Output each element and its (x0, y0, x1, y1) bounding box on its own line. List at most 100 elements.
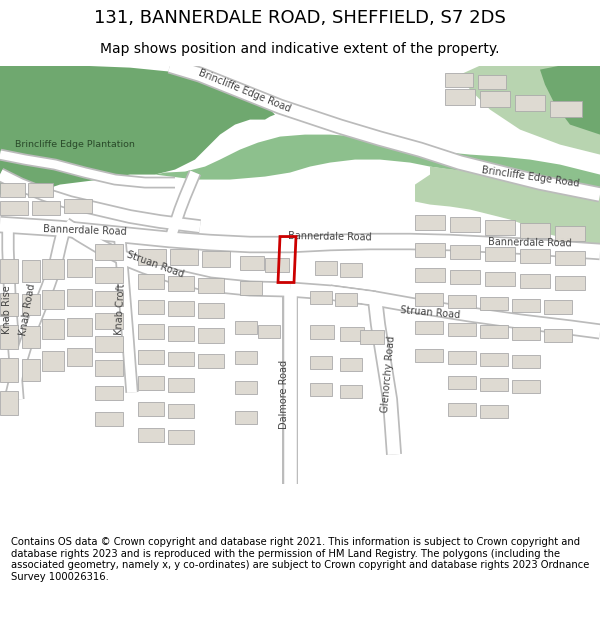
Bar (485, 219, 515, 234)
Bar (480, 296, 508, 311)
Bar (520, 249, 550, 262)
Bar (168, 352, 194, 366)
Polygon shape (415, 167, 600, 244)
Bar (544, 329, 572, 342)
Bar (0, 391, 18, 416)
Text: Knab Croft: Knab Croft (113, 284, 127, 336)
Bar (478, 74, 506, 89)
Text: Brincliffe Edge Road: Brincliffe Edge Road (197, 68, 293, 114)
Bar (198, 329, 224, 344)
Bar (335, 292, 357, 306)
Bar (448, 404, 476, 416)
Bar (138, 376, 164, 391)
Text: 131, BANNERDALE ROAD, SHEFFIELD, S7 2DS: 131, BANNERDALE ROAD, SHEFFIELD, S7 2DS (94, 9, 506, 28)
Text: Bannerdale Road: Bannerdale Road (43, 224, 127, 237)
Bar (22, 326, 40, 349)
Bar (138, 428, 164, 442)
Text: Struan Road: Struan Road (400, 305, 460, 320)
Bar (512, 381, 540, 394)
Text: Brincliffe Edge Road: Brincliffe Edge Road (481, 165, 580, 188)
Bar (0, 259, 18, 282)
Bar (42, 259, 64, 279)
Bar (240, 281, 262, 294)
Bar (95, 361, 123, 376)
Bar (138, 274, 164, 289)
Bar (480, 406, 508, 418)
Bar (512, 299, 540, 312)
Bar (64, 199, 92, 212)
Bar (360, 331, 384, 344)
Bar (555, 251, 585, 264)
Bar (198, 304, 224, 319)
Bar (315, 261, 337, 274)
Bar (340, 328, 364, 341)
Text: Glenorchy Road: Glenorchy Road (380, 336, 397, 413)
Bar (448, 376, 476, 389)
Bar (67, 259, 92, 276)
Text: Knab Road: Knab Road (19, 282, 37, 336)
Bar (340, 359, 362, 371)
Bar (480, 354, 508, 366)
Bar (445, 89, 475, 104)
Bar (168, 301, 194, 316)
Bar (235, 351, 257, 364)
Text: Knab Rise: Knab Rise (2, 285, 12, 334)
Bar (67, 289, 92, 306)
Bar (28, 182, 53, 196)
Bar (168, 326, 194, 341)
Bar (95, 336, 123, 352)
Bar (445, 72, 473, 87)
Polygon shape (460, 66, 600, 154)
Bar (0, 326, 18, 349)
Bar (310, 356, 332, 369)
Bar (512, 356, 540, 369)
Bar (168, 431, 194, 444)
Text: Bannerdale Road: Bannerdale Road (488, 237, 572, 248)
Bar (258, 326, 280, 339)
Bar (138, 324, 164, 339)
Bar (138, 351, 164, 364)
Bar (168, 379, 194, 392)
Bar (415, 292, 443, 306)
Bar (415, 321, 443, 334)
Bar (415, 349, 443, 362)
Polygon shape (0, 66, 275, 194)
Text: Map shows position and indicative extent of the property.: Map shows position and indicative extent… (100, 42, 500, 56)
Bar (550, 101, 582, 117)
Bar (0, 359, 18, 382)
Bar (22, 259, 40, 281)
Bar (235, 321, 257, 334)
Bar (340, 262, 362, 276)
Bar (340, 386, 362, 399)
Text: Brincliffe Edge Plantation: Brincliffe Edge Plantation (15, 140, 135, 149)
Bar (450, 269, 480, 284)
Bar (415, 242, 445, 256)
Bar (448, 324, 476, 336)
Bar (95, 412, 123, 426)
Bar (95, 291, 123, 306)
Bar (42, 319, 64, 339)
Bar (235, 381, 257, 394)
Polygon shape (155, 134, 600, 194)
Bar (555, 226, 585, 241)
Bar (138, 299, 164, 314)
Bar (448, 294, 476, 309)
Bar (22, 359, 40, 381)
Bar (67, 349, 92, 366)
Bar (198, 354, 224, 369)
Bar (95, 244, 123, 259)
Bar (198, 278, 224, 292)
Bar (168, 404, 194, 418)
Bar (485, 246, 515, 261)
Bar (0, 182, 25, 196)
Bar (95, 386, 123, 401)
Bar (415, 268, 445, 281)
Bar (480, 91, 510, 107)
Bar (170, 249, 198, 264)
Text: Dalmore Road: Dalmore Road (279, 360, 289, 429)
Bar (95, 266, 123, 282)
Bar (42, 351, 64, 371)
Bar (265, 258, 289, 271)
Bar (138, 402, 164, 416)
Bar (480, 326, 508, 339)
